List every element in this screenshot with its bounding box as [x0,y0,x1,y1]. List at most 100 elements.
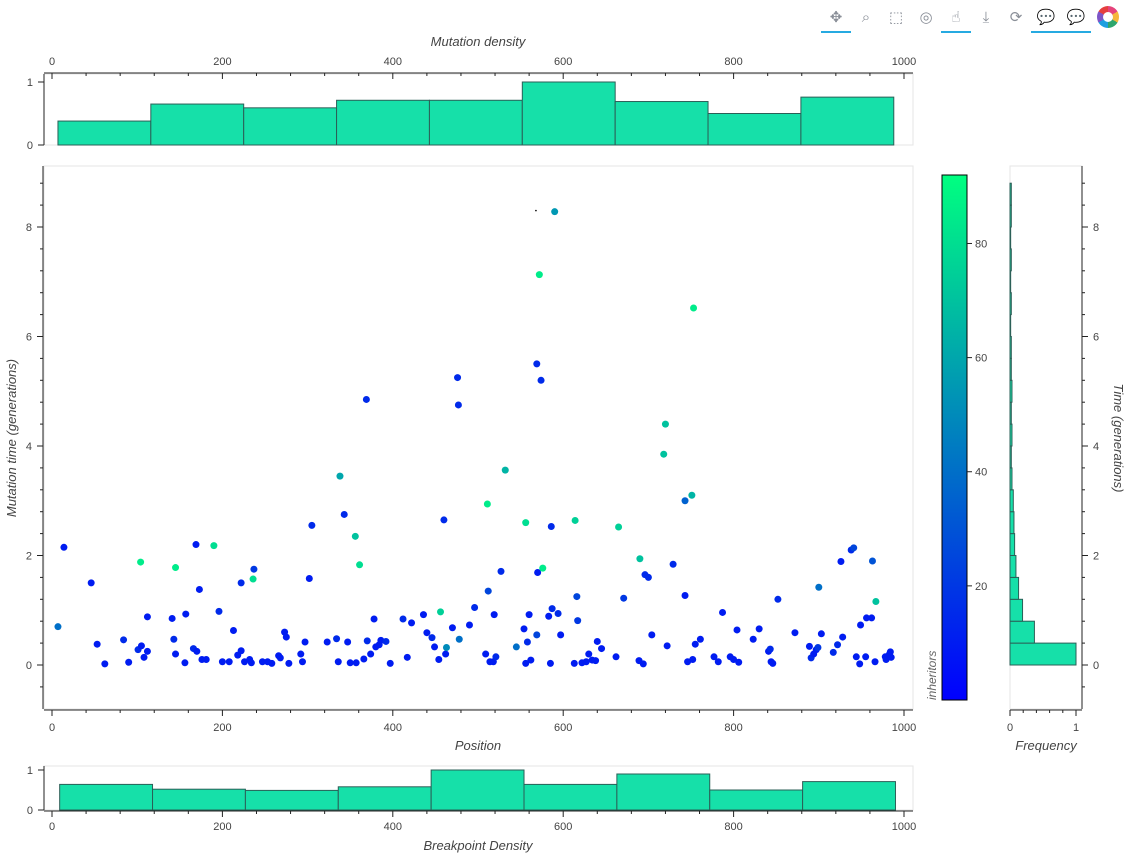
mutation-point [710,653,718,661]
colorbar-tick-label: 40 [975,467,987,479]
mutation-point [733,626,741,634]
mutation-point [268,659,276,667]
mutation-point [143,613,151,621]
mutation-point [419,611,427,619]
bokeh-logo-icon[interactable] [1097,6,1119,28]
mutation-point [484,587,492,595]
mutation-point [437,608,445,616]
time-frequency-bar [1009,314,1012,338]
time-frequency-bar [1009,445,1012,469]
mutation-point [282,633,290,641]
time-frequency-bar [1009,204,1012,228]
mutation-point [857,621,865,629]
top-x-axis-tick-label: 1000 [892,56,916,68]
time-frequency-bar [1009,489,1014,513]
mutation-point [192,541,200,549]
mutation-point [137,642,145,650]
mutation-point [852,653,860,661]
main-x-axis-tick-label: 1000 [892,722,916,734]
mutation-point [454,401,462,409]
mutation-point [681,591,689,599]
mutation-point [172,650,180,658]
plot-toolbar: ✥ ⌕ ⬚ ◎ ☝ ⤓ ⟳ 💬 💬 [821,2,1119,33]
mutation-point [730,656,738,664]
mutation-point [181,659,189,667]
top-x-axis-title: Mutation density [431,34,527,49]
pan-icon[interactable]: ✥ [821,3,851,33]
mutation-density-bar [707,113,802,146]
tap-select-icon[interactable]: ☝ [941,3,971,33]
breakpoint-density-bar [244,789,339,811]
mutation-point [356,561,364,569]
hover-icon-2[interactable]: 💬 [1061,3,1091,33]
mutation-point [193,647,201,655]
mutation-point [301,638,309,646]
box-select-icon[interactable]: ⬚ [888,8,904,26]
main-y-tick-label: 2 [26,551,32,563]
mutation-point [442,650,450,658]
mutation-point [367,650,375,658]
main-y-axis-title: Mutation time (generations) [4,359,19,517]
mutation-point [258,658,266,666]
mutation-point [490,611,498,619]
breakpoint-density-bar [337,786,432,811]
mutation-point [120,636,128,644]
time-frequency-bar [1009,182,1012,206]
mutation-point [648,631,656,639]
mutation-point [308,521,316,529]
mutation-point [455,635,463,643]
mutation-point [525,611,533,619]
mutation-point [195,585,203,593]
main-x-axis-tick-label: 0 [49,722,55,734]
mutation-point [229,627,237,635]
mutation-point [863,614,871,622]
mutation-point [465,621,473,629]
hover-icon[interactable]: 💬 [1031,3,1061,33]
mutation-point [593,637,601,645]
mutation-point [492,653,500,661]
mutation-point [829,648,837,656]
mutation-point [527,656,535,664]
mutation-point [454,374,462,382]
mutation-point [403,653,411,661]
save-icon[interactable]: ⤓ [982,8,990,26]
mutation-point [428,634,436,642]
mutation-point [363,637,371,645]
mutation-point [570,659,578,667]
mutation-point [423,629,431,637]
mutation-point [399,615,407,623]
time-frequency-bar [1009,226,1012,250]
mutation-point [522,519,530,527]
top-x-axis-tick-label: 200 [213,56,231,68]
mutation-point [573,593,581,601]
mutation-point [660,450,668,458]
top-x-axis-tick-label: 800 [724,56,742,68]
side-x-tick-label: 0 [1007,722,1013,734]
box-zoom-icon[interactable]: ⌕ [861,8,871,26]
breakpoint-density-bar [709,789,804,811]
mutation-point [202,656,210,664]
mutation-point [769,659,777,667]
breakpoint-density-bar [430,769,525,811]
mutation-point [297,650,305,658]
mutation-point [551,208,559,216]
mutation-point [749,635,757,643]
mutation-point [137,558,145,566]
mutation-point [276,654,284,662]
mutation-point [298,658,306,666]
mutation-point [554,610,562,618]
mutation-point [333,635,341,643]
mutation-density-bar [614,101,709,146]
mutation-point [54,623,62,631]
main-x-axis-tick-label: 200 [213,722,231,734]
reset-icon[interactable]: ⟳ [1009,8,1023,26]
mutation-point [87,579,95,587]
bottom-x-axis-tick-label: 800 [724,821,742,833]
main-x-axis-title: Position [455,738,501,753]
lasso-select-icon[interactable]: ◎ [919,8,933,26]
time-frequency-bar [1009,533,1016,556]
mutation-point [285,659,293,667]
mutation-point [834,641,842,649]
main-y-tick-label: 0 [26,660,32,672]
time-frequency-bar [1009,642,1077,666]
